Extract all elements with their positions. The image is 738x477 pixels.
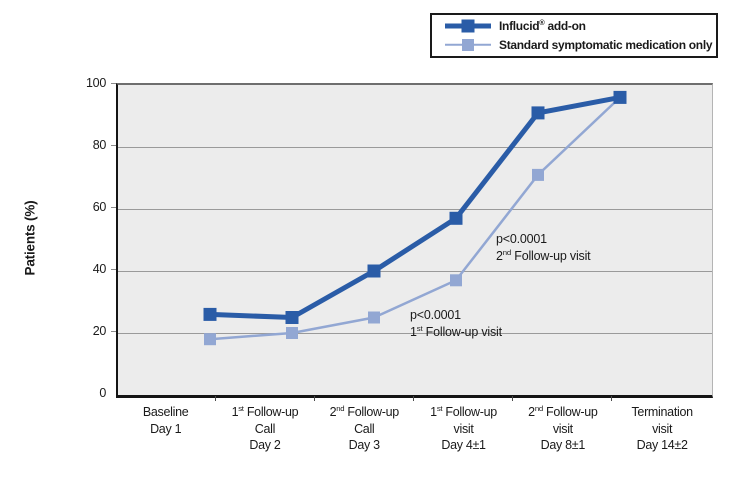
series-1-marker [286,327,298,339]
x-tick-mark [215,396,216,401]
legend-label: Standard symptomatic medication only [499,37,713,52]
legend-item-0: Influcid® add-on [445,19,716,33]
series-0-marker [367,264,381,278]
gridline [118,209,712,210]
x-category-label-line: 2nd Follow-up [329,403,400,419]
x-category-label: Termination visit Day 14±2 [612,404,711,454]
annotation-2nd-follow-up-visit: p<0.0001 2nd Follow-up visit [496,231,591,265]
gridline [118,147,712,148]
series-1-marker [450,274,462,287]
y-tick-mark [111,269,116,270]
x-category-label-line: Call [254,421,276,436]
annotation-p-value: p<0.0001 [496,232,547,246]
annotation-p-value: p<0.0001 [410,308,461,322]
legend-swatch [445,38,491,52]
x-category-label-line: Baseline [142,405,189,419]
x-category-label-line: 1st Follow-up [430,403,497,419]
series-0-marker [285,311,299,324]
y-tick-label: 60 [92,200,107,214]
x-category-label-line: visit [552,421,573,436]
series-0-marker [449,211,463,225]
y-axis-title: Patients (%) [22,200,38,276]
plot-area [116,83,713,398]
x-category-label-line: Day 8±1 [540,438,586,452]
y-tick-label: 0 [99,386,106,400]
x-category-label-line: Day 3 [348,438,380,452]
x-axis-labels: Baseline Day 1 1st Follow-up Call Day 2 2nd F… [116,404,712,454]
chart-canvas [203,90,627,346]
legend-marker-square [462,38,474,51]
x-category-label-line: Day 14±2 [636,438,688,452]
y-tick-mark [111,83,116,84]
x-tick-mark [512,396,513,401]
x-category-label: Baseline Day 1 [116,404,215,454]
x-category-label-line: visit [652,421,673,436]
series-0-marker [531,106,545,120]
series-1-marker [204,333,216,346]
x-tick-mark [611,396,612,401]
series-0-line [209,94,621,321]
x-category-label-line: Termination [631,405,693,419]
legend-swatch [445,19,491,33]
x-category-label-line: Day 2 [249,438,281,452]
x-category-label: 2nd Follow-up visit Day 8±1 [513,404,612,454]
annotation-visit-label: 2nd Follow-up visit [496,247,591,263]
x-category-label-line: 1st Follow-up [231,403,299,419]
x-tick-mark [413,396,414,401]
y-tick-label: 20 [92,324,107,338]
x-category-label-line: Day 4±1 [441,438,486,452]
x-category-label-line: visit [453,421,474,436]
y-tick-label: 80 [92,138,107,152]
legend: Influcid® add-on Standard symptomatic med… [430,13,718,58]
gridline [118,271,712,272]
series-1-marker [532,168,544,181]
x-category-label: 1st Follow-up visit Day 4±1 [414,404,513,454]
legend-item-1: Standard symptomatic medication only [445,38,716,52]
y-tick-mark [111,331,116,332]
x-category-label-line: Call [354,421,375,436]
legend-marker-square [461,19,475,33]
gridline [118,333,712,334]
x-category-label-line: 2nd Follow-up [528,403,598,419]
y-tick-mark [111,145,116,146]
y-tick-mark [111,207,116,208]
x-category-label: 2nd Follow-up Call Day 3 [315,404,414,454]
series-0-marker [203,307,217,321]
series-1-line [209,96,621,341]
y-tick-label: 40 [92,262,107,276]
y-tick-label: 100 [86,76,106,90]
series-0-marker [613,90,627,104]
x-category-label-line: Day 1 [150,421,182,436]
series-1-marker [368,311,380,324]
annotation-visit-label: 1st Follow-up visit [410,323,502,339]
legend-label: Influcid® add-on [499,18,586,34]
x-category-label: 1st Follow-up Call Day 2 [215,404,314,454]
x-tick-mark [314,396,315,401]
annotation-1st-follow-up-visit: p<0.0001 1st Follow-up visit [410,307,502,341]
